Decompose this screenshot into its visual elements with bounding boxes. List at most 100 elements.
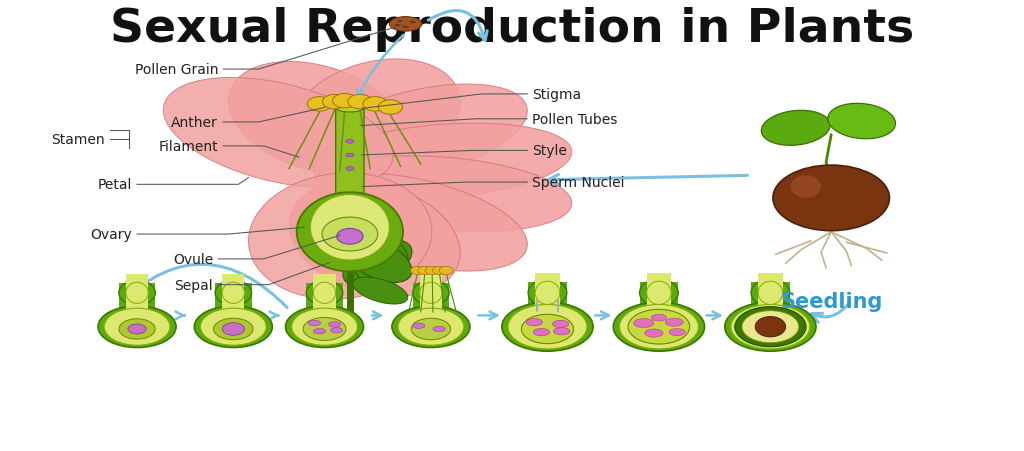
Ellipse shape <box>314 156 571 233</box>
Ellipse shape <box>411 267 425 275</box>
Ellipse shape <box>307 97 332 112</box>
Ellipse shape <box>164 78 393 188</box>
Ellipse shape <box>742 311 799 343</box>
Text: Ovary: Ovary <box>90 228 132 241</box>
Bar <box>215 283 252 313</box>
Ellipse shape <box>290 60 460 175</box>
Ellipse shape <box>502 303 593 351</box>
Ellipse shape <box>249 174 432 299</box>
Ellipse shape <box>343 237 412 283</box>
Ellipse shape <box>751 280 790 307</box>
Bar <box>528 282 567 310</box>
Ellipse shape <box>761 111 830 146</box>
Bar <box>306 283 343 313</box>
Bar <box>413 283 450 313</box>
Ellipse shape <box>378 101 402 115</box>
Ellipse shape <box>337 229 364 244</box>
Ellipse shape <box>396 21 402 23</box>
Ellipse shape <box>418 267 432 275</box>
Ellipse shape <box>410 22 416 24</box>
Ellipse shape <box>758 281 782 305</box>
Ellipse shape <box>756 317 785 337</box>
Ellipse shape <box>333 94 357 109</box>
Ellipse shape <box>313 329 326 334</box>
Ellipse shape <box>310 195 389 261</box>
Ellipse shape <box>634 319 654 328</box>
Text: Sexual Reproduction in Plants: Sexual Reproduction in Plants <box>110 7 914 52</box>
Ellipse shape <box>526 319 543 326</box>
Bar <box>313 274 336 311</box>
Ellipse shape <box>222 283 245 304</box>
Ellipse shape <box>308 321 321 326</box>
Text: Pollen Grain: Pollen Grain <box>134 63 218 77</box>
Ellipse shape <box>119 319 156 340</box>
Text: Sperm Nuclei: Sperm Nuclei <box>532 176 625 189</box>
Bar <box>536 273 560 308</box>
Ellipse shape <box>791 176 821 198</box>
Ellipse shape <box>521 315 573 344</box>
Ellipse shape <box>306 281 343 306</box>
Ellipse shape <box>425 267 439 275</box>
Ellipse shape <box>346 140 354 144</box>
Ellipse shape <box>647 281 671 305</box>
Ellipse shape <box>413 281 450 306</box>
Bar <box>758 273 782 308</box>
Ellipse shape <box>352 237 409 286</box>
Ellipse shape <box>348 95 372 110</box>
Ellipse shape <box>313 283 336 304</box>
Ellipse shape <box>735 307 806 347</box>
Ellipse shape <box>352 277 408 304</box>
Ellipse shape <box>308 174 527 272</box>
Ellipse shape <box>314 124 571 200</box>
Ellipse shape <box>433 327 445 332</box>
Ellipse shape <box>392 306 470 348</box>
Ellipse shape <box>665 318 683 327</box>
Ellipse shape <box>195 306 272 348</box>
Ellipse shape <box>303 318 346 341</box>
Ellipse shape <box>389 18 422 32</box>
Ellipse shape <box>827 104 896 139</box>
Ellipse shape <box>119 281 156 306</box>
Bar <box>119 283 156 313</box>
Ellipse shape <box>432 267 446 275</box>
Ellipse shape <box>640 280 678 307</box>
Ellipse shape <box>398 308 464 345</box>
Text: Seedling: Seedling <box>780 291 883 311</box>
Ellipse shape <box>554 328 569 335</box>
Ellipse shape <box>620 305 698 349</box>
Ellipse shape <box>553 321 568 328</box>
Ellipse shape <box>628 310 690 344</box>
Ellipse shape <box>773 166 890 231</box>
Ellipse shape <box>308 85 527 182</box>
Text: Sepal: Sepal <box>174 278 213 292</box>
Ellipse shape <box>104 308 170 345</box>
Ellipse shape <box>201 308 266 345</box>
Ellipse shape <box>98 306 176 348</box>
Ellipse shape <box>508 305 587 349</box>
Text: Petal: Petal <box>97 178 132 192</box>
Bar <box>222 274 245 311</box>
Ellipse shape <box>346 167 354 171</box>
Ellipse shape <box>331 328 343 333</box>
Ellipse shape <box>534 329 550 336</box>
Bar <box>647 273 671 308</box>
Ellipse shape <box>322 218 378 252</box>
Ellipse shape <box>336 104 365 113</box>
Bar <box>126 274 148 311</box>
Ellipse shape <box>439 267 454 275</box>
Ellipse shape <box>343 240 412 286</box>
Ellipse shape <box>645 329 663 337</box>
Ellipse shape <box>290 182 460 296</box>
Ellipse shape <box>126 283 148 304</box>
Ellipse shape <box>394 25 400 28</box>
Bar <box>420 274 442 311</box>
Ellipse shape <box>669 329 685 336</box>
Ellipse shape <box>128 324 146 334</box>
Ellipse shape <box>412 318 451 340</box>
Ellipse shape <box>228 62 406 175</box>
Ellipse shape <box>297 193 403 272</box>
Text: Filament: Filament <box>159 140 218 153</box>
Bar <box>751 282 790 310</box>
Ellipse shape <box>528 280 567 307</box>
Ellipse shape <box>222 323 245 336</box>
